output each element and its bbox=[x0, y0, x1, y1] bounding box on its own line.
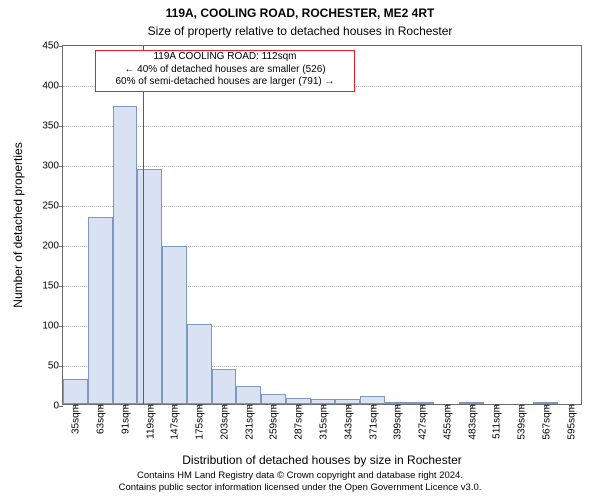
x-tick-label: 315sqm bbox=[317, 404, 330, 440]
x-tick-label: 595sqm bbox=[564, 404, 577, 440]
x-tick-label: 147sqm bbox=[168, 404, 181, 440]
grid-line bbox=[63, 126, 581, 127]
x-tick-label: 175sqm bbox=[193, 404, 206, 440]
x-tick-label: 287sqm bbox=[292, 404, 305, 440]
histogram-bar bbox=[360, 396, 385, 404]
x-tick-label: 119sqm bbox=[143, 404, 156, 439]
x-axis-label: Distribution of detached houses by size … bbox=[62, 453, 582, 467]
x-tick-label: 371sqm bbox=[366, 404, 379, 440]
footer-line-1: Contains HM Land Registry data © Crown c… bbox=[137, 470, 463, 481]
y-tick-label: 200 bbox=[42, 241, 63, 252]
x-tick-label: 539sqm bbox=[515, 404, 528, 440]
y-tick-label: 250 bbox=[42, 201, 63, 212]
histogram-bar bbox=[187, 324, 212, 404]
y-tick-label: 50 bbox=[48, 361, 63, 372]
y-tick-label: 150 bbox=[42, 281, 63, 292]
histogram-bar bbox=[88, 217, 113, 404]
y-tick-label: 350 bbox=[42, 121, 63, 132]
histogram-bar bbox=[236, 386, 261, 404]
x-tick-label: 63sqm bbox=[94, 404, 107, 434]
y-axis-label: Number of detached properties bbox=[11, 142, 25, 307]
histogram-bar bbox=[162, 246, 187, 404]
x-tick-label: 483sqm bbox=[465, 404, 478, 440]
histogram-bar bbox=[137, 169, 162, 404]
histogram-bar bbox=[212, 369, 237, 404]
y-tick-label: 0 bbox=[53, 401, 63, 412]
x-tick-label: 343sqm bbox=[341, 404, 354, 440]
annotation-line-3: 60% of semi-detached houses are larger (… bbox=[96, 76, 354, 89]
histogram-bar bbox=[113, 106, 138, 404]
footer-attribution: Contains HM Land Registry data © Crown c… bbox=[0, 470, 600, 494]
plot-area: 05010015020025030035040045035sqm63sqm91s… bbox=[62, 45, 582, 405]
chart-container: 119A, COOLING ROAD, ROCHESTER, ME2 4RT S… bbox=[0, 0, 600, 500]
x-tick-label: 231sqm bbox=[242, 404, 255, 440]
histogram-bar bbox=[63, 379, 88, 404]
histogram-bar bbox=[261, 394, 286, 404]
x-tick-label: 427sqm bbox=[416, 404, 429, 440]
chart-subtitle: Size of property relative to detached ho… bbox=[0, 24, 600, 38]
y-tick-label: 300 bbox=[42, 161, 63, 172]
x-tick-label: 455sqm bbox=[440, 404, 453, 440]
x-tick-label: 511sqm bbox=[490, 404, 503, 439]
y-tick-label: 400 bbox=[42, 81, 63, 92]
annotation-line-2: ← 40% of detached houses are smaller (52… bbox=[96, 64, 354, 77]
chart-title: 119A, COOLING ROAD, ROCHESTER, ME2 4RT bbox=[0, 6, 600, 20]
x-tick-label: 203sqm bbox=[217, 404, 230, 440]
grid-line bbox=[63, 166, 581, 167]
annotation-line-1: 119A COOLING ROAD: 112sqm bbox=[96, 51, 354, 64]
x-tick-label: 91sqm bbox=[118, 404, 131, 434]
reference-line bbox=[143, 46, 144, 404]
annotation-box: 119A COOLING ROAD: 112sqm ← 40% of detac… bbox=[95, 50, 355, 92]
x-tick-label: 567sqm bbox=[539, 404, 552, 440]
y-tick-label: 450 bbox=[42, 41, 63, 52]
y-tick-label: 100 bbox=[42, 321, 63, 332]
x-tick-label: 399sqm bbox=[391, 404, 404, 440]
x-tick-label: 35sqm bbox=[69, 404, 82, 434]
footer-line-2: Contains public sector information licen… bbox=[119, 482, 482, 493]
x-tick-label: 259sqm bbox=[267, 404, 280, 440]
